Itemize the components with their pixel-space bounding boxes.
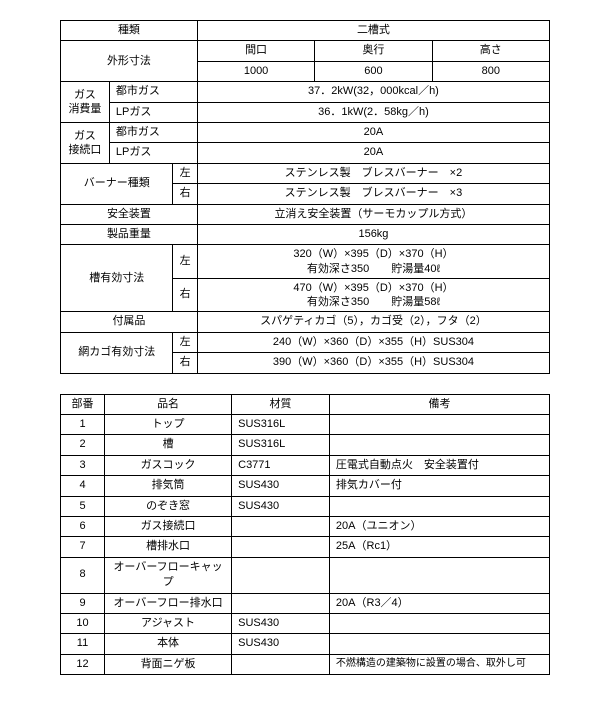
- cell: [232, 593, 330, 613]
- cell: [232, 557, 330, 593]
- cell: 390（W）×360（D）×355（H）SUS304: [197, 353, 549, 373]
- cell: 不燃構造の建築物に設置の場合、取外し可: [329, 654, 549, 674]
- sub-label: 左: [173, 163, 197, 183]
- cell: 470（W）×395（D）×370（H）有効深さ350 貯湯量58ℓ: [197, 278, 549, 312]
- sub-label: 左: [173, 245, 197, 279]
- row-label: 付属品: [61, 312, 198, 332]
- sub-label: 右: [173, 184, 197, 204]
- cell: スパゲティカゴ（5），カゴ受（2），フタ（2）: [197, 312, 549, 332]
- sub-label: LPガス: [109, 143, 197, 163]
- cell: 7: [61, 537, 105, 557]
- cell: 20A: [197, 143, 549, 163]
- cell: [329, 613, 549, 633]
- cell: SUS316L: [232, 415, 330, 435]
- cell: 20A（ユニオン）: [329, 517, 549, 537]
- cell: 9: [61, 593, 105, 613]
- cell: SUS430: [232, 496, 330, 516]
- cell: 240（W）×360（D）×355（H）SUS304: [197, 332, 549, 352]
- cell: 8: [61, 557, 105, 593]
- row-label: 製品重量: [61, 224, 198, 244]
- cell: 37．2kW(32，000kcal／h): [197, 82, 549, 102]
- cell: 25A（Rc1）: [329, 537, 549, 557]
- cell: [329, 415, 549, 435]
- row-label: 網カゴ有効寸法: [61, 332, 173, 373]
- sub-label: 都市ガス: [109, 82, 197, 102]
- cell: 4: [61, 476, 105, 496]
- cell: 11: [61, 634, 105, 654]
- cell: [329, 634, 549, 654]
- cell: 1: [61, 415, 105, 435]
- sub-label: 左: [173, 332, 197, 352]
- cell: C3771: [232, 455, 330, 475]
- cell: 3: [61, 455, 105, 475]
- cell: [232, 654, 330, 674]
- col-header: 間口: [197, 41, 314, 61]
- cell: 槽: [105, 435, 232, 455]
- cell: SUS316L: [232, 435, 330, 455]
- cell: 800: [432, 61, 549, 81]
- sub-label: LPガス: [109, 102, 197, 122]
- cell: 20A: [197, 122, 549, 142]
- sub-label: 右: [173, 278, 197, 312]
- col-header: 備考: [329, 394, 549, 414]
- spec-table: 種類 二槽式 外形寸法 間口 奥行 高さ 1000 600 800 ガス消費量 …: [60, 20, 550, 374]
- row-label: 安全装置: [61, 204, 198, 224]
- cell: 2: [61, 435, 105, 455]
- cell: 背面ニゲ板: [105, 654, 232, 674]
- col-header: 部番: [61, 394, 105, 414]
- cell: [329, 435, 549, 455]
- cell: 12: [61, 654, 105, 674]
- parts-table: 部番 品名 材質 備考 1トップSUS316L 2槽SUS316L 3ガスコック…: [60, 394, 550, 675]
- cell: 6: [61, 517, 105, 537]
- cell: 600: [315, 61, 432, 81]
- cell: 36．1kW(2．58kg／h): [197, 102, 549, 122]
- cell: のぞき窓: [105, 496, 232, 516]
- cell: トップ: [105, 415, 232, 435]
- cell: SUS430: [232, 613, 330, 633]
- cell: 156kg: [197, 224, 549, 244]
- cell: オーバーフローキャップ: [105, 557, 232, 593]
- cell: ステンレス製 ブレスバーナー ×2: [197, 163, 549, 183]
- row-label: 種類: [61, 21, 198, 41]
- col-header: 奥行: [315, 41, 432, 61]
- cell: 圧電式自動点火 安全装置付: [329, 455, 549, 475]
- cell: SUS430: [232, 476, 330, 496]
- cell: 排気筒: [105, 476, 232, 496]
- cell: 槽排水口: [105, 537, 232, 557]
- cell: [232, 517, 330, 537]
- row-label: ガス消費量: [61, 82, 110, 123]
- row-label: 外形寸法: [61, 41, 198, 82]
- cell: ガス接続口: [105, 517, 232, 537]
- cell: ガスコック: [105, 455, 232, 475]
- sub-label: 右: [173, 353, 197, 373]
- cell: 20A（R3／4）: [329, 593, 549, 613]
- row-value: 二槽式: [197, 21, 549, 41]
- row-label: バーナー種類: [61, 163, 173, 204]
- row-label: ガス接続口: [61, 122, 110, 163]
- cell: 本体: [105, 634, 232, 654]
- cell: アジャスト: [105, 613, 232, 633]
- cell: 10: [61, 613, 105, 633]
- cell: 1000: [197, 61, 314, 81]
- cell: ステンレス製 ブレスバーナー ×3: [197, 184, 549, 204]
- col-header: 品名: [105, 394, 232, 414]
- col-header: 材質: [232, 394, 330, 414]
- cell: 5: [61, 496, 105, 516]
- row-label: 槽有効寸法: [61, 245, 173, 312]
- cell: SUS430: [232, 634, 330, 654]
- cell: 排気カバー付: [329, 476, 549, 496]
- cell: オーバーフロー排水口: [105, 593, 232, 613]
- cell: [329, 496, 549, 516]
- cell: [232, 537, 330, 557]
- cell: 320（W）×395（D）×370（H）有効深さ350 貯湯量40ℓ: [197, 245, 549, 279]
- sub-label: 都市ガス: [109, 122, 197, 142]
- cell: 立消え安全装置（サーモカップル方式）: [197, 204, 549, 224]
- cell: [329, 557, 549, 593]
- col-header: 高さ: [432, 41, 549, 61]
